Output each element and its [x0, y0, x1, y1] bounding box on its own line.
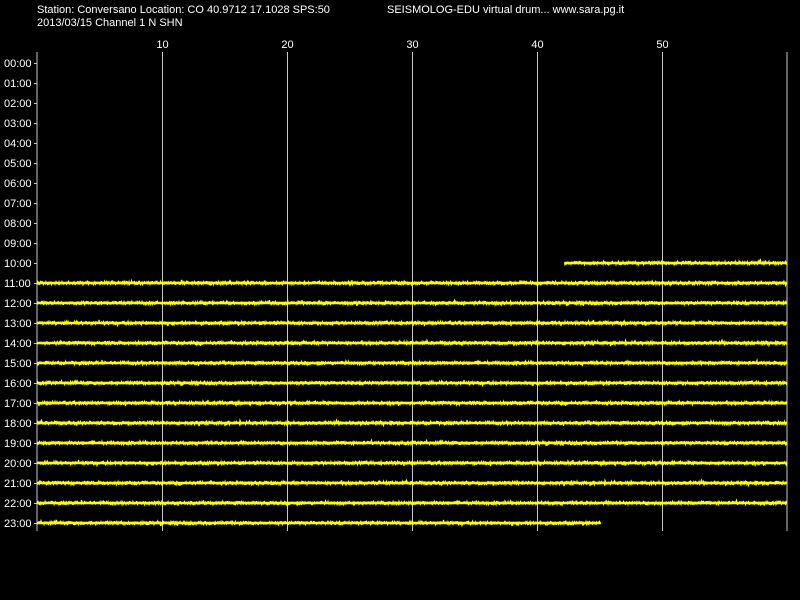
hour-label: 18:00 [4, 418, 32, 430]
hour-label: 12:00 [4, 298, 32, 310]
hour-label: 01:00 [4, 78, 32, 90]
date-channel-label: 2013/03/15 Channel 1 N SHN [37, 17, 183, 29]
hour-label: 06:00 [4, 178, 32, 190]
hour-label: 05:00 [4, 158, 32, 170]
hour-label: 22:00 [4, 498, 32, 510]
hour-label: 20:00 [4, 458, 32, 470]
hour-label: 00:00 [4, 58, 32, 70]
hour-label: 21:00 [4, 478, 32, 490]
hour-label: 10:00 [4, 258, 32, 270]
hour-label: 16:00 [4, 378, 32, 390]
minute-tick-label: 20 [281, 39, 293, 51]
hour-label: 19:00 [4, 438, 32, 450]
minute-tick-label: 10 [156, 39, 168, 51]
minute-tick-label: 40 [531, 39, 543, 51]
hour-label: 04:00 [4, 138, 32, 150]
hour-label: 23:00 [4, 518, 32, 530]
hour-label: 08:00 [4, 218, 32, 230]
hour-label: 17:00 [4, 398, 32, 410]
app-title-label: SEISMOLOG-EDU virtual drum... www.sara.p… [387, 4, 625, 16]
hour-label: 14:00 [4, 338, 32, 350]
hour-label: 15:00 [4, 358, 32, 370]
hour-label: 07:00 [4, 198, 32, 210]
minute-tick-label: 50 [656, 39, 668, 51]
hour-label: 13:00 [4, 318, 32, 330]
hour-label: 11:00 [4, 278, 31, 290]
hour-label: 03:00 [4, 118, 32, 130]
hour-label: 09:00 [4, 238, 32, 250]
minute-tick-label: 30 [406, 39, 418, 51]
hour-label: 02:00 [4, 98, 32, 110]
station-info-label: Station: Conversano Location: CO 40.9712… [37, 4, 330, 16]
